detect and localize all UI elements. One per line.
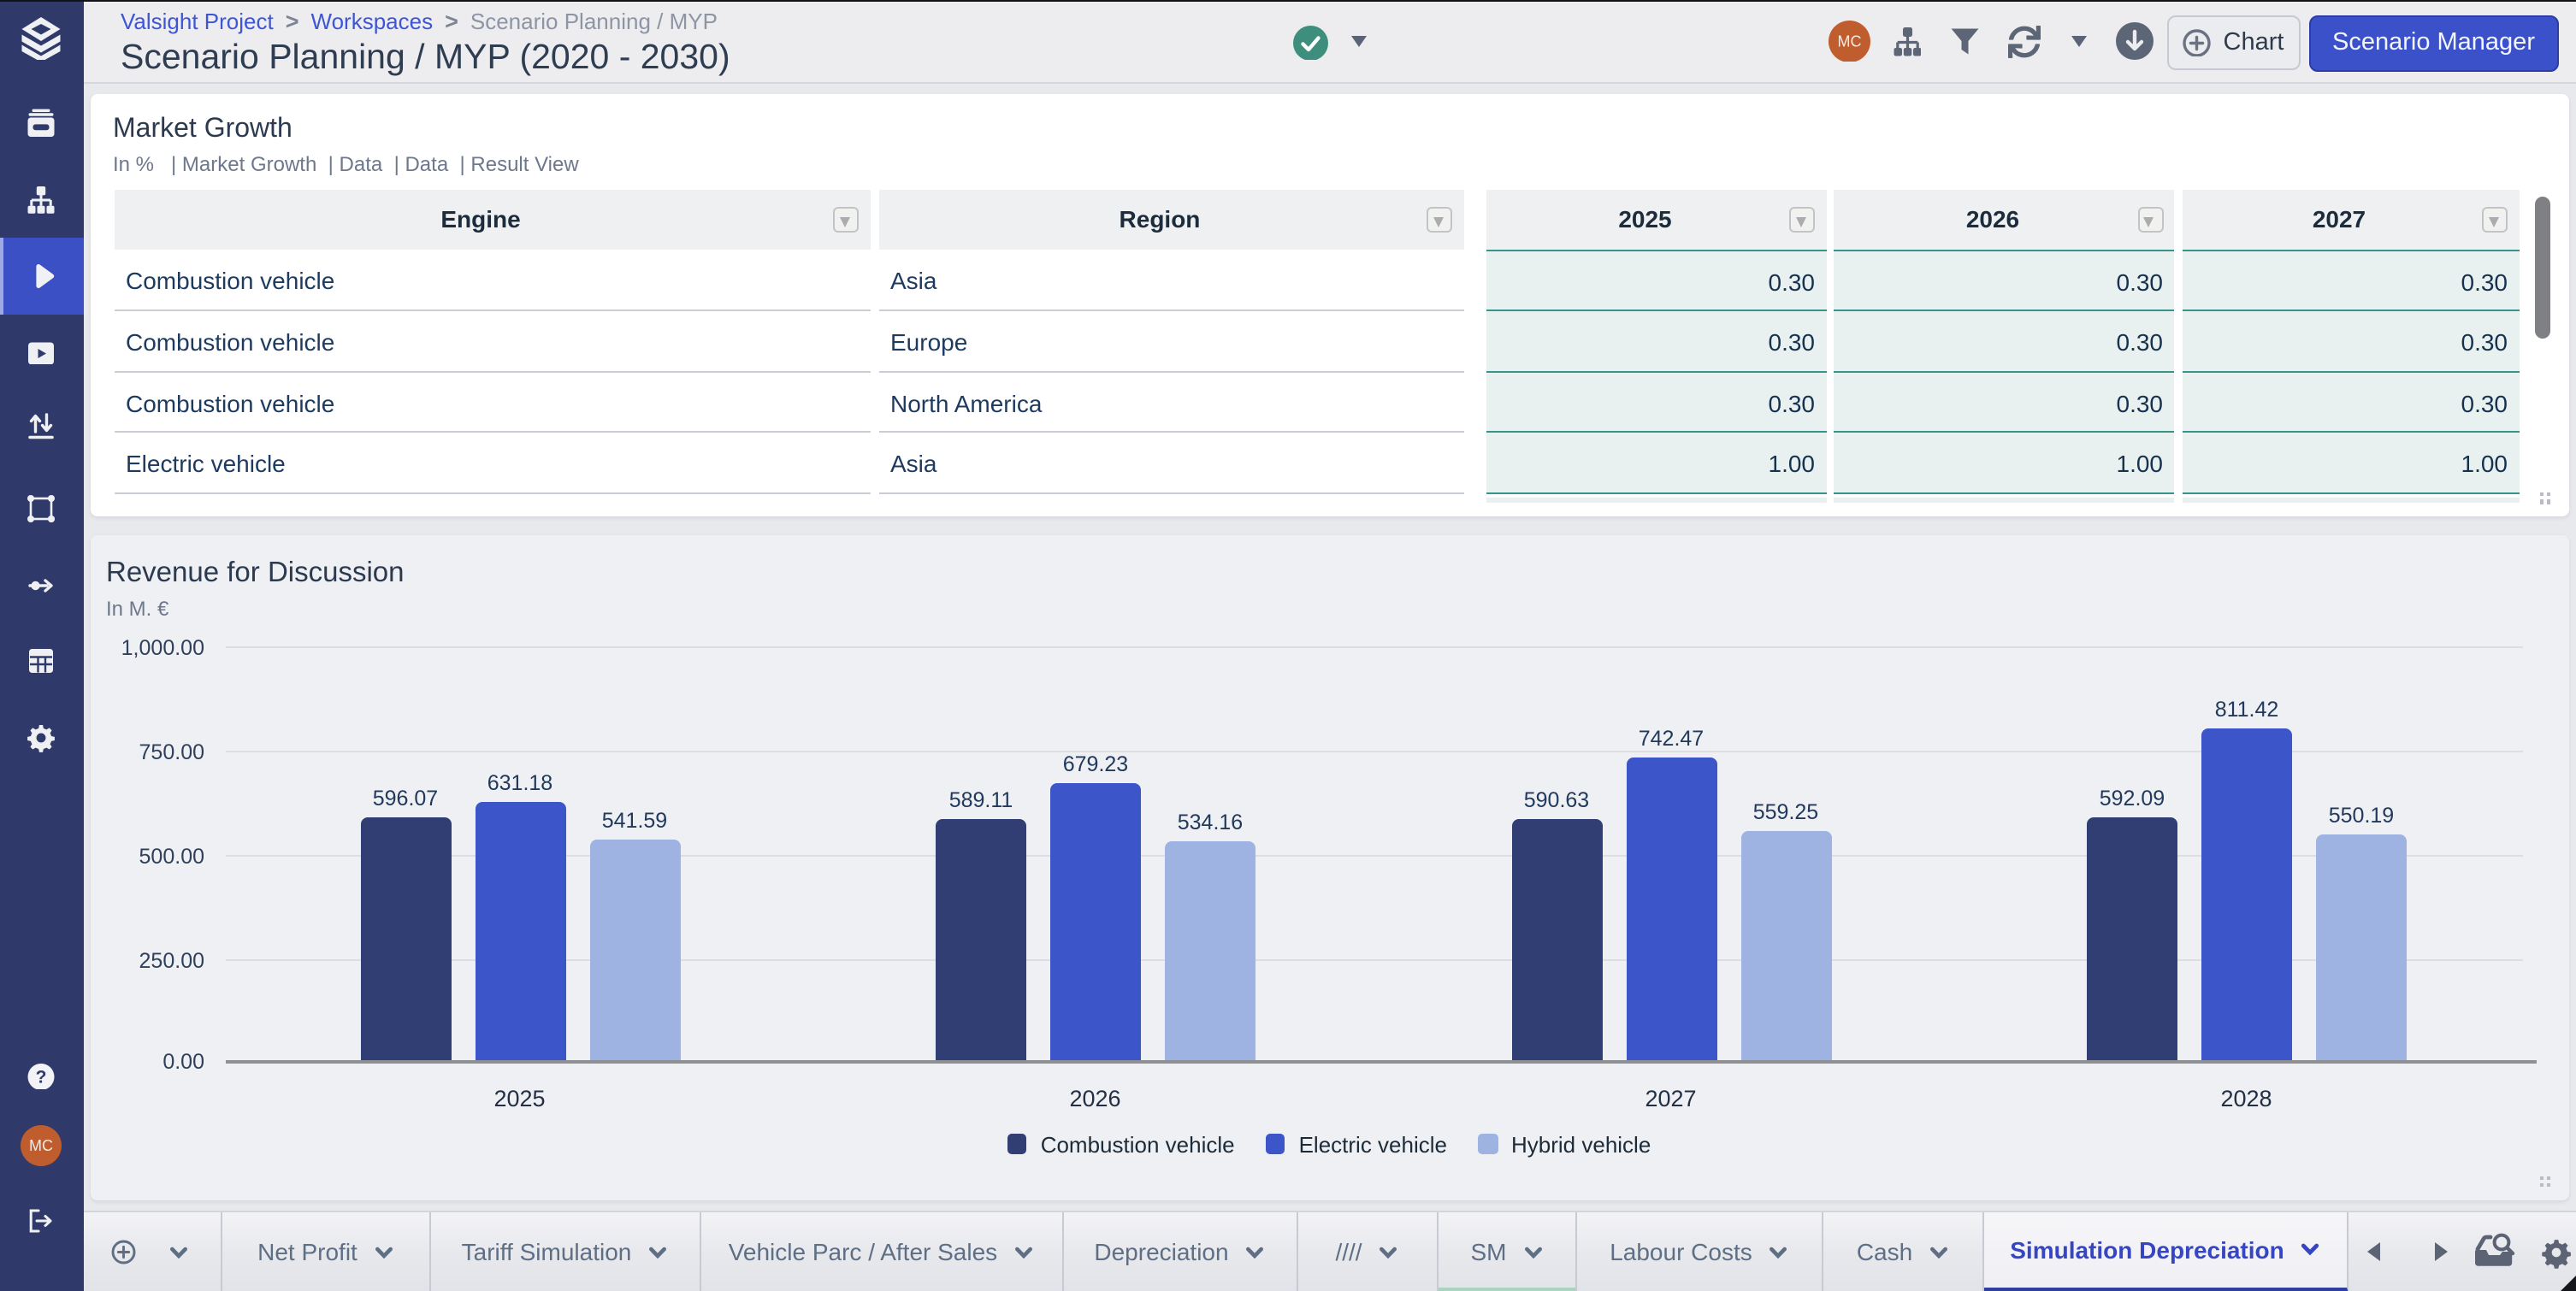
svg-text:MC: MC <box>1838 32 1862 50</box>
svg-text:?: ? <box>36 1067 47 1087</box>
svg-text:MC: MC <box>30 1136 54 1153</box>
